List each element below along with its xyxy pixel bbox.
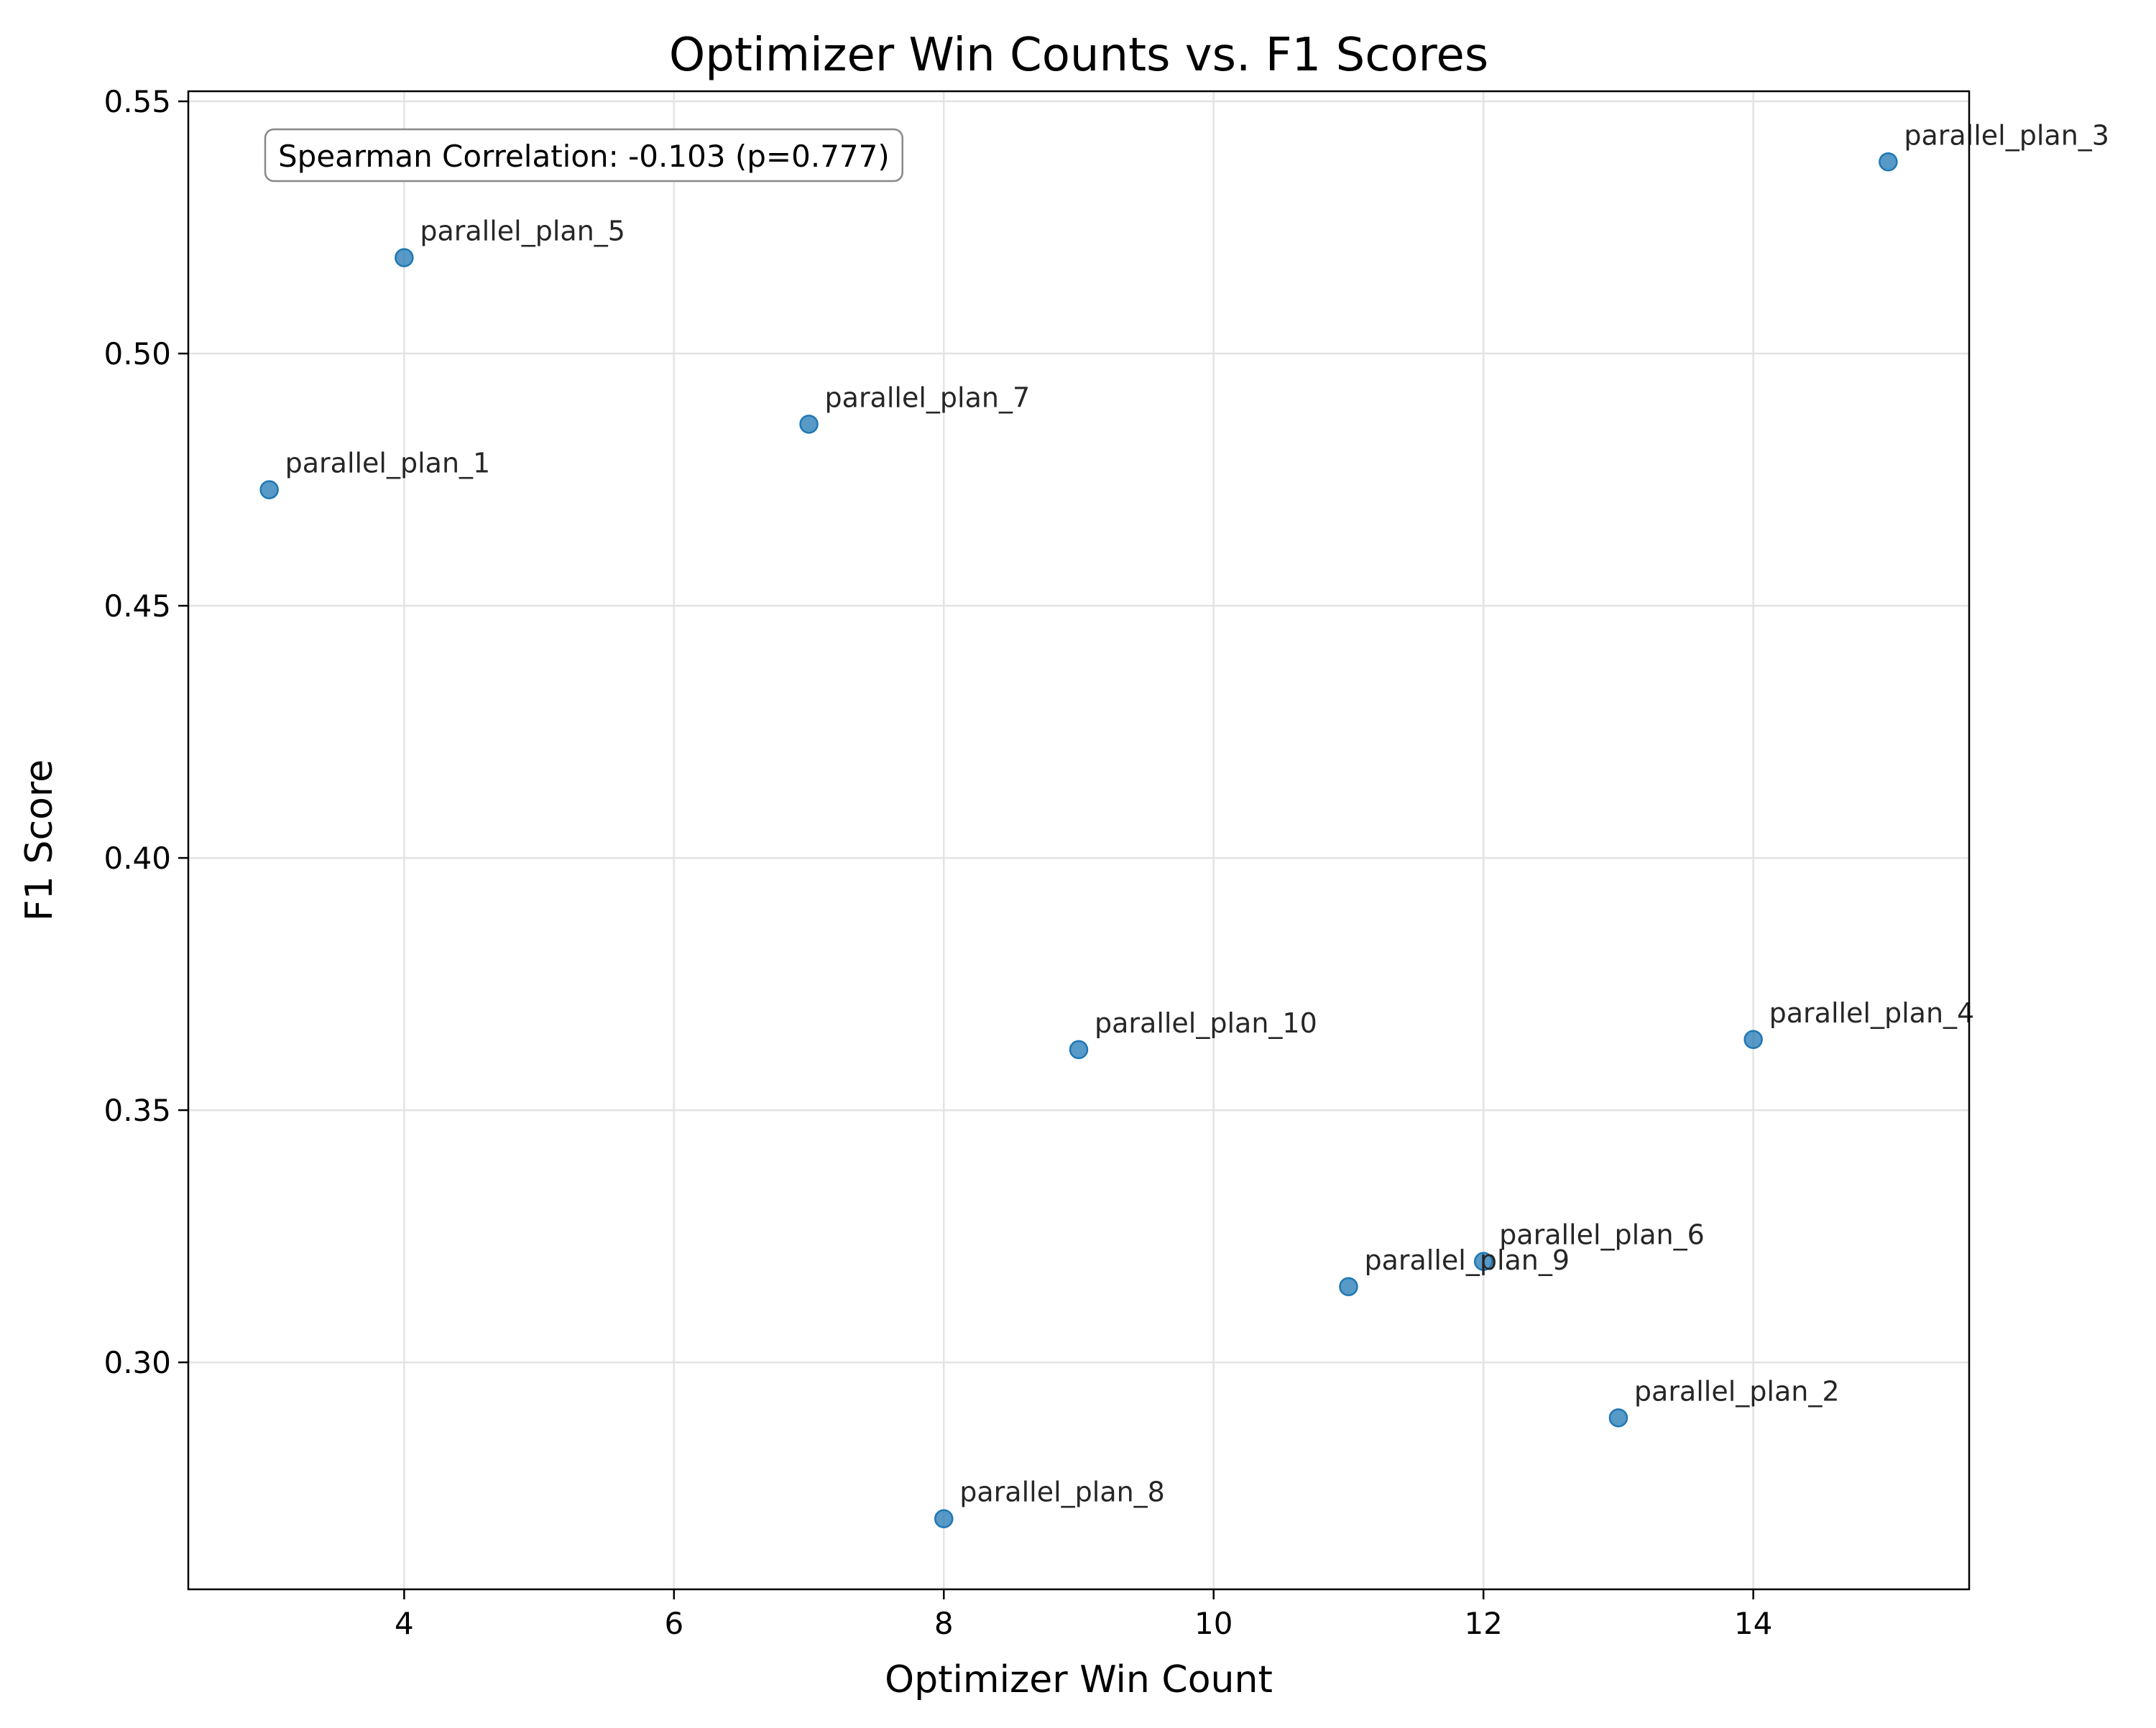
x-tick-label: 8 xyxy=(934,1606,954,1641)
annotation-text: Spearman Correlation: -0.103 (p=0.777) xyxy=(278,139,890,174)
data-point-label: parallel_plan_7 xyxy=(825,382,1031,413)
data-point xyxy=(799,415,819,434)
grid-lines xyxy=(188,91,1969,1589)
x-tick-label: 6 xyxy=(664,1606,683,1641)
y-tick-label: 0.35 xyxy=(103,1093,171,1128)
y-tick-label: 0.55 xyxy=(103,84,171,119)
data-point-label: parallel_plan_1 xyxy=(285,448,491,479)
data-point xyxy=(1339,1277,1358,1297)
y-tick-label: 0.40 xyxy=(103,841,171,876)
data-point-label: parallel_plan_9 xyxy=(1364,1244,1570,1276)
data-point xyxy=(1608,1408,1628,1428)
data-point-label: parallel_plan_6 xyxy=(1499,1219,1705,1251)
data-point xyxy=(1879,152,1898,172)
y-tick-label: 0.50 xyxy=(103,336,171,371)
correlation-annotation: Spearman Correlation: -0.103 (p=0.777) xyxy=(264,128,903,182)
plot-frame xyxy=(187,90,1971,1591)
y-axis-ticks: 0.30 0.35 0.40 0.45 0.50 0.55 xyxy=(103,84,188,1380)
data-point xyxy=(1069,1040,1089,1060)
data-point-label: parallel_plan_4 xyxy=(1769,997,1975,1029)
x-tick-label: 4 xyxy=(395,1606,414,1641)
data-point xyxy=(1743,1030,1763,1050)
data-point-label: parallel_plan_3 xyxy=(1904,119,2109,151)
data-point-label: parallel_plan_10 xyxy=(1095,1007,1317,1039)
data-point-label: parallel_plan_2 xyxy=(1634,1375,1840,1407)
x-tick-label: 12 xyxy=(1464,1606,1502,1641)
data-points xyxy=(259,152,1898,1528)
data-point-label: parallel_plan_5 xyxy=(420,216,625,247)
x-axis-ticks: 4 6 8 10 12 14 xyxy=(395,1589,1772,1641)
x-axis-label: Optimizer Win Count xyxy=(885,1658,1273,1701)
data-point xyxy=(1473,1252,1493,1271)
chart-title: Optimizer Win Counts vs. F1 Scores xyxy=(669,29,1488,82)
x-tick-label: 14 xyxy=(1734,1606,1772,1641)
y-axis-label: F1 Score xyxy=(18,759,61,921)
x-tick-label: 10 xyxy=(1194,1606,1233,1641)
data-point-label: parallel_plan_8 xyxy=(959,1477,1165,1508)
point-labels: parallel_plan_1 parallel_plan_2 parallel_p… xyxy=(285,119,2109,1507)
data-point xyxy=(259,480,279,499)
data-point xyxy=(395,248,414,267)
y-tick-label: 0.45 xyxy=(103,588,171,624)
data-point xyxy=(934,1509,954,1528)
annotation-box xyxy=(264,128,903,182)
y-tick-label: 0.30 xyxy=(103,1345,171,1380)
